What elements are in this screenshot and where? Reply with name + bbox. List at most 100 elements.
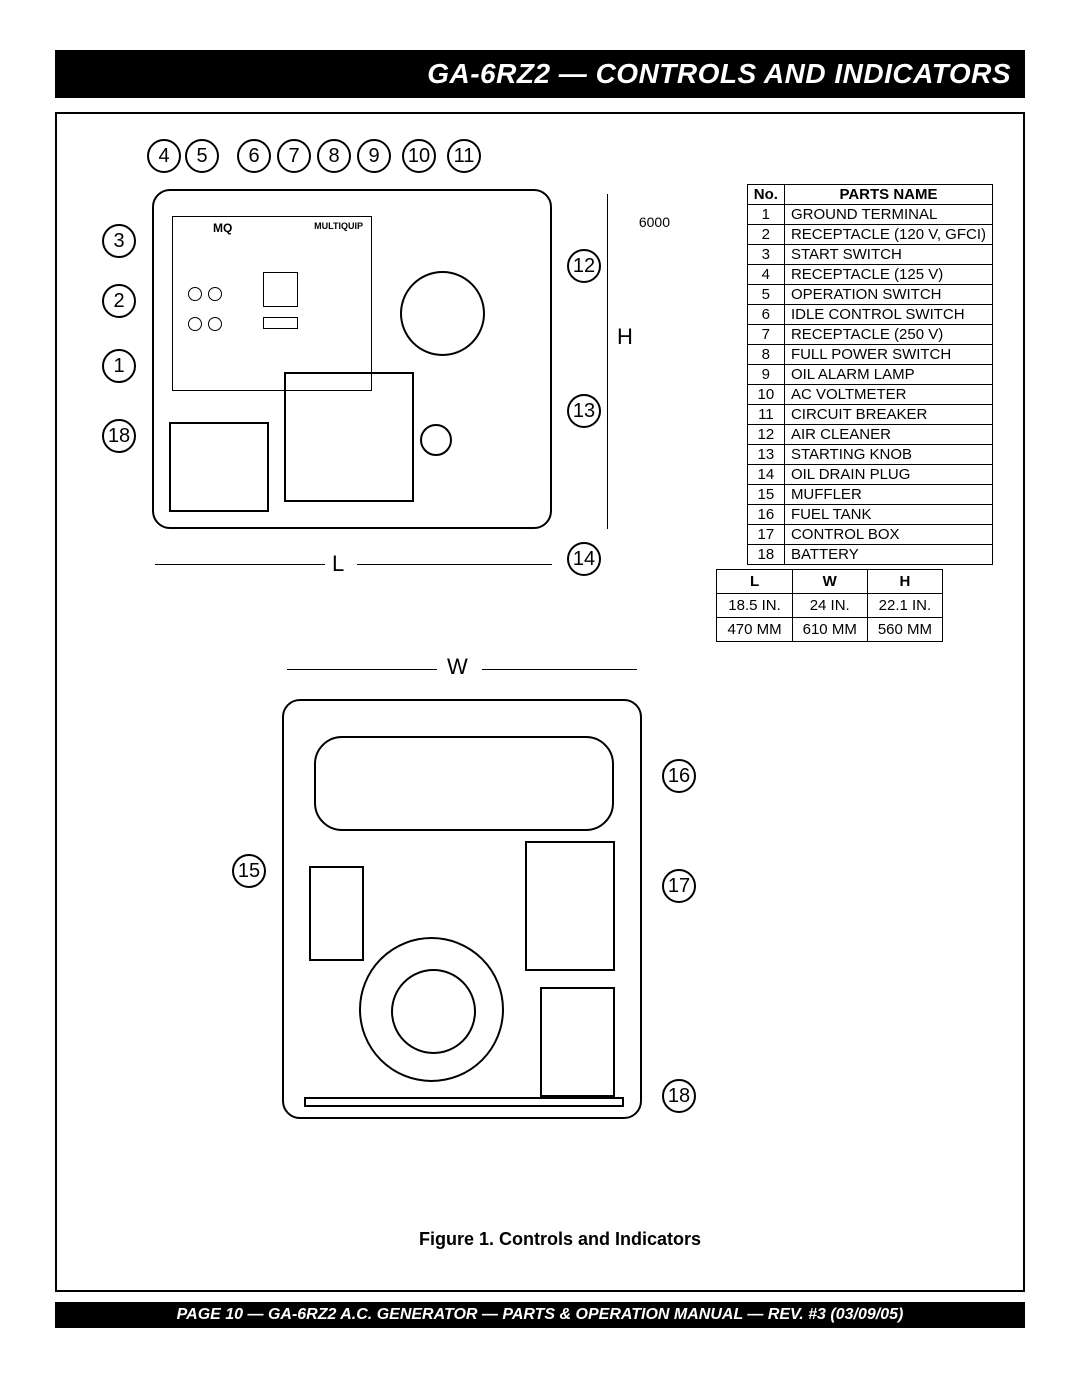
receptacle-icon bbox=[208, 317, 222, 331]
motor-shape bbox=[359, 937, 504, 1082]
receptacle-icon bbox=[208, 287, 222, 301]
cell-no: 18 bbox=[747, 545, 784, 565]
cell-name: RECEPTACLE (120 V, GFCI) bbox=[784, 225, 992, 245]
parts-table: No. PARTS NAME 1GROUND TERMINAL2RECEPTAC… bbox=[747, 184, 993, 565]
cell-no: 7 bbox=[747, 325, 784, 345]
cell-name: AC VOLTMETER bbox=[784, 385, 992, 405]
callout-5: 5 bbox=[185, 139, 219, 173]
cell-name: IDLE CONTROL SWITCH bbox=[784, 305, 992, 325]
dim-th: L bbox=[717, 570, 792, 594]
cell-no: 12 bbox=[747, 425, 784, 445]
table-row: 2RECEPTACLE (120 V, GFCI) bbox=[747, 225, 992, 245]
cell-no: 17 bbox=[747, 525, 784, 545]
figure-area: MQ MULTIQUIP 6000 4 5 6 bbox=[77, 134, 1003, 1184]
footer-bar: PAGE 10 — GA-6RZ2 A.C. GENERATOR — PARTS… bbox=[55, 1302, 1025, 1328]
callout-1: 1 bbox=[102, 349, 136, 383]
callout-10: 10 bbox=[402, 139, 436, 173]
table-row: 18.5 IN.24 IN.22.1 IN. bbox=[717, 594, 943, 618]
callout-6: 6 bbox=[237, 139, 271, 173]
callout-2: 2 bbox=[102, 284, 136, 318]
dim-cell: 24 IN. bbox=[792, 594, 867, 618]
dim-line-l bbox=[357, 564, 552, 565]
footer-text: PAGE 10 — GA-6RZ2 A.C. GENERATOR — PARTS… bbox=[177, 1306, 904, 1323]
callout-12: 12 bbox=[567, 249, 601, 283]
callout-7: 7 bbox=[277, 139, 311, 173]
content-frame: MQ MULTIQUIP 6000 4 5 6 bbox=[55, 112, 1025, 1292]
cell-no: 11 bbox=[747, 405, 784, 425]
cell-name: AIR CLEANER bbox=[784, 425, 992, 445]
starting-knob-shape bbox=[420, 424, 452, 456]
th-name: PARTS NAME bbox=[784, 185, 992, 205]
callout-14: 14 bbox=[567, 542, 601, 576]
th-no: No. bbox=[747, 185, 784, 205]
table-row: 6IDLE CONTROL SWITCH bbox=[747, 305, 992, 325]
table-row: 7RECEPTACLE (250 V) bbox=[747, 325, 992, 345]
cell-name: BATTERY bbox=[784, 545, 992, 565]
dim-line-h bbox=[607, 194, 608, 529]
callout-18-top: 18 bbox=[102, 419, 136, 453]
table-row: 9OIL ALARM LAMP bbox=[747, 365, 992, 385]
cell-no: 16 bbox=[747, 505, 784, 525]
callout-18-bottom: 18 bbox=[662, 1079, 696, 1113]
brand-logo: MQ bbox=[213, 221, 232, 235]
cell-no: 5 bbox=[747, 285, 784, 305]
motor-inner-shape bbox=[391, 969, 476, 1054]
receptacle-icon bbox=[188, 287, 202, 301]
cell-name: OPERATION SWITCH bbox=[784, 285, 992, 305]
cell-name: RECEPTACLE (250 V) bbox=[784, 325, 992, 345]
cell-name: OIL DRAIN PLUG bbox=[784, 465, 992, 485]
callout-4: 4 bbox=[147, 139, 181, 173]
dim-th: H bbox=[867, 570, 942, 594]
cell-name: OIL ALARM LAMP bbox=[784, 365, 992, 385]
cell-no: 13 bbox=[747, 445, 784, 465]
generator-side-view bbox=[282, 699, 642, 1119]
figure-caption: Figure 1. Controls and Indicators bbox=[77, 1229, 1043, 1250]
engine-block bbox=[284, 372, 414, 502]
cell-no: 4 bbox=[747, 265, 784, 285]
control-panel: MQ MULTIQUIP bbox=[172, 216, 372, 391]
table-row: 470 MM610 MM560 MM bbox=[717, 618, 943, 642]
table-row: 12AIR CLEANER bbox=[747, 425, 992, 445]
callout-15: 15 bbox=[232, 854, 266, 888]
table-row: 8FULL POWER SWITCH bbox=[747, 345, 992, 365]
brand-name: MULTIQUIP bbox=[314, 221, 363, 231]
dim-line-w bbox=[482, 669, 637, 670]
cell-no: 9 bbox=[747, 365, 784, 385]
dimensions-table: LWH 18.5 IN.24 IN.22.1 IN.470 MM610 MM56… bbox=[716, 569, 943, 642]
cell-name: MUFFLER bbox=[784, 485, 992, 505]
table-row: 15MUFFLER bbox=[747, 485, 992, 505]
dim-th: W bbox=[792, 570, 867, 594]
callout-8: 8 bbox=[317, 139, 351, 173]
fuel-tank-shape bbox=[314, 736, 614, 831]
cell-no: 2 bbox=[747, 225, 784, 245]
table-row: 14OIL DRAIN PLUG bbox=[747, 465, 992, 485]
dim-cell: 610 MM bbox=[792, 618, 867, 642]
air-cleaner-shape bbox=[400, 271, 485, 356]
callout-17: 17 bbox=[662, 869, 696, 903]
dim-cell: 560 MM bbox=[867, 618, 942, 642]
muffler-shape bbox=[309, 866, 364, 961]
control-box-shape bbox=[525, 841, 615, 971]
cell-name: GROUND TERMINAL bbox=[784, 205, 992, 225]
callout-13: 13 bbox=[567, 394, 601, 428]
table-row: 13STARTING KNOB bbox=[747, 445, 992, 465]
dim-label-h: H bbox=[617, 324, 633, 350]
cell-no: 3 bbox=[747, 245, 784, 265]
cell-no: 15 bbox=[747, 485, 784, 505]
cell-no: 14 bbox=[747, 465, 784, 485]
callout-11: 11 bbox=[447, 139, 481, 173]
cell-name: STARTING KNOB bbox=[784, 445, 992, 465]
cell-name: FUEL TANK bbox=[784, 505, 992, 525]
callout-16: 16 bbox=[662, 759, 696, 793]
cell-name: CONTROL BOX bbox=[784, 525, 992, 545]
dim-cell: 470 MM bbox=[717, 618, 792, 642]
dim-label-w: W bbox=[447, 654, 468, 680]
table-row: 4RECEPTACLE (125 V) bbox=[747, 265, 992, 285]
table-row: 17CONTROL BOX bbox=[747, 525, 992, 545]
model-number: 6000 bbox=[639, 214, 670, 230]
table-row: 10AC VOLTMETER bbox=[747, 385, 992, 405]
cell-name: START SWITCH bbox=[784, 245, 992, 265]
generator-front-view: MQ MULTIQUIP 6000 bbox=[152, 189, 552, 529]
breaker-icon bbox=[263, 317, 298, 329]
title-bar: GA-6RZ2 — CONTROLS AND INDICATORS bbox=[55, 50, 1025, 98]
